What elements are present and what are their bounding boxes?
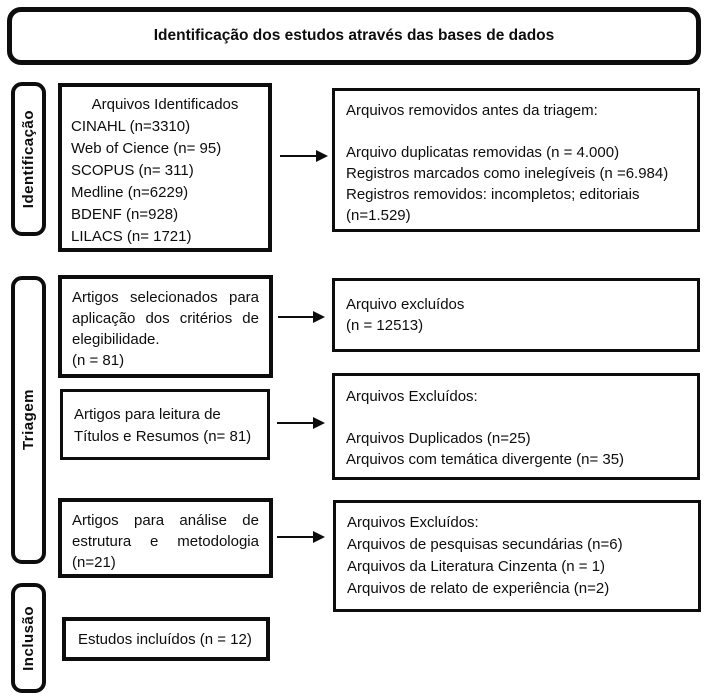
arrow-head-icon	[313, 531, 325, 543]
identified-records-heading: Arquivos Identificados	[91, 96, 239, 113]
selected-eligibility-count: (n = 81)	[72, 352, 125, 369]
stage-triagem: Triagem	[11, 276, 46, 564]
identified-records-line: SCOPUS (n= 311)	[71, 162, 194, 179]
identified-records-line: LILACS (n= 1721)	[71, 228, 192, 245]
diagram-title-text: Identificação dos estudos através das ba…	[153, 27, 555, 44]
removed-before-line: (n=1.529)	[346, 207, 411, 224]
structure-methodology-text: Artigos para análise de estrutura e meto…	[72, 512, 259, 550]
arrow-head-icon	[313, 311, 325, 323]
removed-before-line	[346, 121, 686, 142]
arrow-shaft	[277, 422, 313, 424]
stage-triagem-label: Triagem	[20, 389, 37, 451]
excluded-first-line: Arquivo excluídos	[346, 296, 465, 313]
arrow-identified-to-removed	[280, 150, 328, 162]
excluded-second-line: Arquivos Duplicados (n=25)	[346, 430, 531, 447]
excluded-first-line: (n = 12513)	[346, 317, 424, 334]
excluded-third-line: Arquivos da Literatura Cinzenta (n = 1)	[347, 558, 606, 575]
selected-eligibility-text: Artigos selecionados para aplicação dos …	[72, 289, 259, 348]
excluded-first-box: Arquivo excluídos (n = 12513)	[332, 278, 700, 352]
identified-records-line: Medline (n=6229)	[71, 184, 189, 201]
arrow-shaft	[278, 316, 313, 318]
title-abstract-line: Títulos e Resumos (n= 81)	[74, 428, 252, 445]
stage-identificacao-label: Identificação	[20, 109, 37, 209]
arrow-head-icon	[316, 150, 328, 162]
excluded-third-line: Arquivos Excluídos:	[347, 514, 479, 531]
title-abstract-line: Artigos para leitura de	[74, 406, 221, 423]
removed-before-screening-box: Arquivos removidos antes da triagem: Arq…	[332, 88, 700, 232]
excluded-third-line: Arquivos de relato de experiência (n=2)	[347, 580, 610, 597]
excluded-second-line: Arquivos com temática divergente (n= 35)	[346, 451, 625, 468]
structure-methodology-box: Artigos para análise de estrutura e meto…	[58, 498, 273, 578]
removed-before-line: Arquivos removidos antes da triagem:	[346, 102, 598, 119]
stage-inclusao-label: Inclusão	[20, 605, 37, 671]
excluded-second-box: Arquivos Excluídos: Arquivos Duplicados …	[332, 373, 700, 480]
included-studies-box: Estudos incluídos (n = 12)	[62, 617, 270, 661]
arrow-shaft	[280, 155, 316, 157]
arrow-reading-to-excluded	[277, 417, 325, 429]
title-abstract-reading-box: Artigos para leitura de Títulos e Resumo…	[60, 389, 270, 460]
identified-records-box: Arquivos Identificados CINAHL (n=3310) W…	[58, 83, 272, 252]
removed-before-line: Registros marcados como inelegíveis (n =…	[346, 165, 669, 182]
arrow-head-icon	[313, 417, 325, 429]
identified-records-line: Web of Cience (n= 95)	[71, 140, 222, 157]
stage-inclusao: Inclusão	[11, 583, 46, 693]
arrow-analysis-to-excluded	[277, 531, 325, 543]
identified-records-line: CINAHL (n=3310)	[71, 118, 191, 135]
arrow-shaft	[277, 536, 313, 538]
excluded-second-line	[346, 407, 686, 428]
included-studies-text: Estudos incluídos (n = 12)	[78, 630, 252, 648]
arrow-selected-to-excluded	[278, 311, 325, 323]
excluded-third-box: Arquivos Excluídos: Arquivos de pesquisa…	[333, 500, 701, 612]
excluded-third-line: Arquivos de pesquisas secundárias (n=6)	[347, 536, 623, 553]
excluded-second-line: Arquivos Excluídos:	[346, 388, 478, 405]
diagram-title: Identificação dos estudos através das ba…	[7, 7, 701, 65]
removed-before-line: Arquivo duplicatas removidas (n = 4.000)	[346, 144, 620, 161]
selected-eligibility-box: Artigos selecionados para aplicação dos …	[58, 275, 273, 378]
structure-methodology-count: (n=21)	[72, 554, 116, 571]
removed-before-line: Registros removidos: incompletos; editor…	[346, 186, 640, 203]
identified-records-line: BDENF (n=928)	[71, 206, 179, 223]
stage-identificacao: Identificação	[11, 82, 46, 236]
